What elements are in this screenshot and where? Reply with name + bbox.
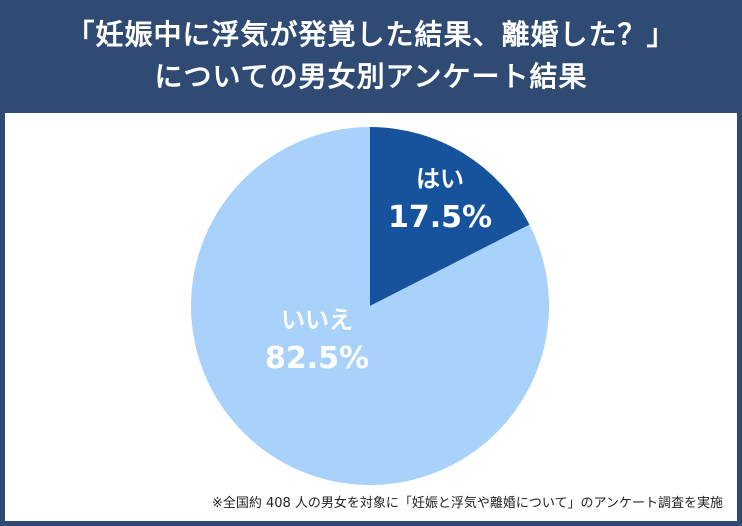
chart-title: 「妊娠中に浮気が発覚した結果、離婚した？」 xyxy=(66,18,676,51)
slice-label-yes: はい xyxy=(416,165,464,193)
chart-subtitle: についての男女別アンケート結果 xyxy=(154,60,588,93)
pie-slice-yes xyxy=(370,127,530,306)
footnote: ※全国約 408 人の男女を対象に「妊娠と浮気や離婚について」のアンケート調査を… xyxy=(211,496,723,511)
pie-chart: はい 17.5% いいえ 82.5% xyxy=(191,127,549,485)
pie-slice-no xyxy=(191,127,549,485)
slice-value-yes: 17.5% xyxy=(388,200,492,235)
slice-value-no: 82.5% xyxy=(265,341,369,376)
chart-header: 「妊娠中に浮気が発覚した結果、離婚した？」 についての男女別アンケート結果 xyxy=(0,0,742,113)
slice-label-no: いいえ xyxy=(281,306,353,334)
